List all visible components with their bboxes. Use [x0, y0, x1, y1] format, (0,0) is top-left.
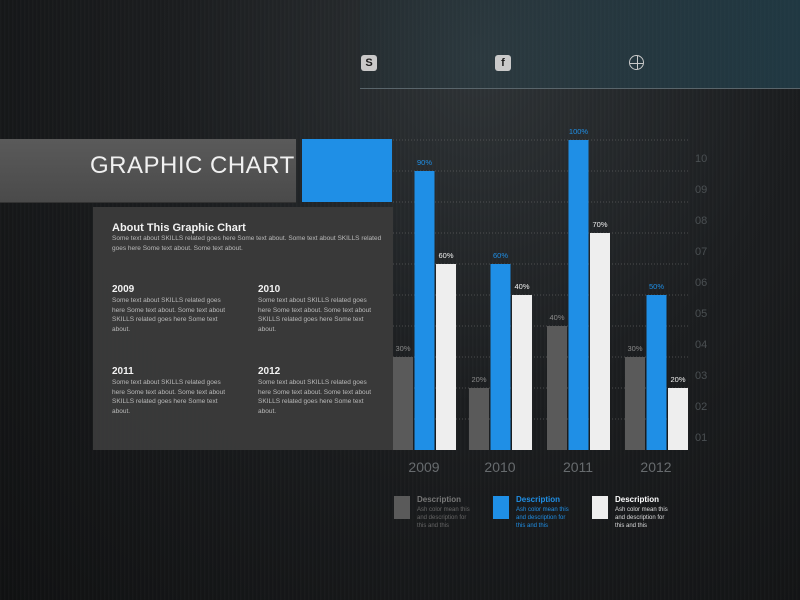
bar — [646, 295, 667, 450]
data-label: 40% — [549, 313, 564, 322]
year-2010-text: Some text about SKILLS related goes here… — [258, 297, 372, 333]
top-banner — [360, 0, 800, 89]
data-label: 20% — [471, 375, 486, 384]
bar — [469, 388, 489, 450]
legend-title: Description — [417, 495, 462, 504]
chart-title: GRAPHIC CHART — [90, 152, 295, 179]
data-label: 50% — [649, 282, 664, 291]
bar — [568, 140, 589, 450]
data-label: 100% — [569, 127, 589, 136]
x-tick-label: 2010 — [484, 459, 515, 475]
year-2011-text: Some text about SKILLS related goes here… — [112, 379, 226, 415]
bar — [668, 388, 688, 450]
bar — [512, 295, 532, 450]
legend-title: Description — [516, 495, 561, 504]
x-tick-label: 2012 — [640, 459, 671, 475]
legend-description: Ash color mean this and description for … — [516, 507, 569, 529]
legend-swatch — [394, 496, 410, 519]
data-label: 30% — [627, 344, 642, 353]
data-label: 60% — [438, 251, 453, 260]
year-2009-heading: 2009 — [112, 284, 135, 295]
legend-swatch — [592, 496, 608, 519]
y-tick-label: 01 — [695, 432, 707, 444]
bar — [436, 264, 456, 450]
x-tick-label: 2011 — [563, 459, 593, 475]
bar — [547, 326, 567, 450]
y-tick-label: 05 — [695, 308, 707, 320]
y-tick-label: 03 — [695, 370, 707, 382]
y-tick-label: 10 — [695, 153, 707, 165]
title-bar — [0, 139, 296, 203]
year-2010-heading: 2010 — [258, 284, 281, 295]
legend-title: Description — [615, 495, 660, 504]
y-tick-label: 04 — [695, 339, 707, 351]
globe-icon[interactable] — [629, 55, 644, 70]
info-panel: About This Graphic Chart Some text about… — [93, 207, 393, 450]
panel-intro: Some text about SKILLS related goes here… — [112, 235, 382, 252]
data-label: 90% — [417, 158, 432, 167]
y-tick-label: 08 — [695, 215, 707, 227]
data-label: 70% — [592, 220, 607, 229]
skype-icon[interactable]: S — [361, 55, 377, 71]
y-tick-label: 02 — [695, 401, 707, 413]
year-2012-text: Some text about SKILLS related goes here… — [258, 379, 372, 415]
legend-swatch — [493, 496, 509, 519]
x-tick-label: 2009 — [408, 459, 439, 475]
year-2011-heading: 2011 — [112, 366, 134, 377]
data-label: 40% — [514, 282, 529, 291]
y-tick-label: 06 — [695, 277, 707, 289]
data-label: 30% — [395, 344, 410, 353]
bar — [414, 171, 435, 450]
panel-heading: About This Graphic Chart — [112, 222, 246, 234]
bar — [490, 264, 511, 450]
facebook-icon[interactable]: f — [495, 55, 511, 71]
year-2009-text: Some text about SKILLS related goes here… — [112, 297, 226, 333]
y-tick-label: 07 — [695, 246, 707, 258]
data-label: 60% — [493, 251, 508, 260]
bar — [393, 357, 413, 450]
data-label: 20% — [670, 375, 685, 384]
title-accent-block — [302, 139, 392, 202]
year-2012-heading: 2012 — [258, 366, 281, 377]
y-tick-label: 09 — [695, 184, 707, 196]
legend-description: Ash color mean this and description for … — [615, 507, 668, 529]
bar — [625, 357, 645, 450]
legend-description: Ash color mean this and description for … — [417, 507, 470, 529]
bar — [590, 233, 610, 450]
